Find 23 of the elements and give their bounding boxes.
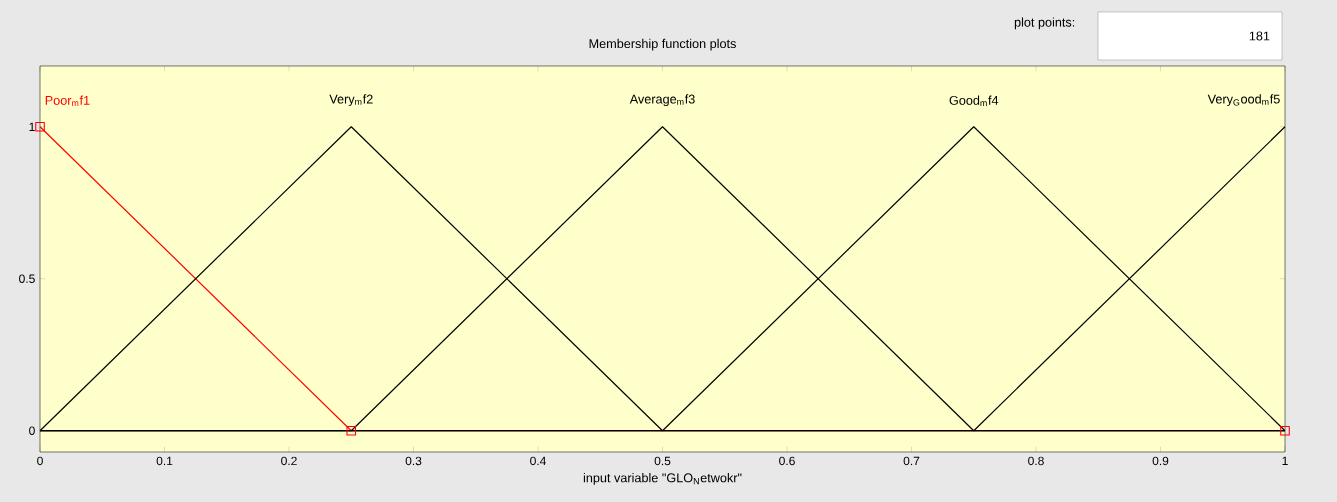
x-tick-label: 0.1: [156, 456, 173, 466]
text: 181: [1249, 31, 1270, 41]
x-tick-label: 0.2: [281, 456, 297, 466]
x-tick-label: 0.4: [530, 456, 546, 466]
x-tick-label: 0: [37, 456, 43, 466]
chart-title: Membership function plots: [589, 38, 736, 51]
x-tick-label: 0.3: [405, 456, 422, 466]
text: plot points:: [1014, 17, 1075, 30]
y-tick-label: 1: [29, 122, 35, 131]
text: Good$_{m}$f4: [949, 95, 999, 107]
x-tick-label: 0.6: [779, 456, 795, 466]
y-tick-label: 0: [29, 426, 35, 435]
x-tick-label: 0.8: [1028, 456, 1044, 466]
x-tick-label: 0.7: [903, 456, 920, 466]
text: Very$_{m}$f2: [329, 94, 373, 107]
series-label: Poor$_{m}$f1: [45, 95, 90, 107]
series-label: Very$_{G}$ood$_{m}$f5: [1207, 94, 1280, 107]
x-tick-label: 0.9: [1152, 456, 1169, 466]
x-tick-label: 0.5: [654, 456, 671, 466]
text: Average$_{m}$f3: [629, 94, 695, 107]
y-tick-label: 0.5: [19, 274, 35, 283]
x-axis-title: input variable "GLO$_{N}$etwokr": [583, 473, 742, 485]
x-tick-label: 1: [1282, 456, 1288, 465]
